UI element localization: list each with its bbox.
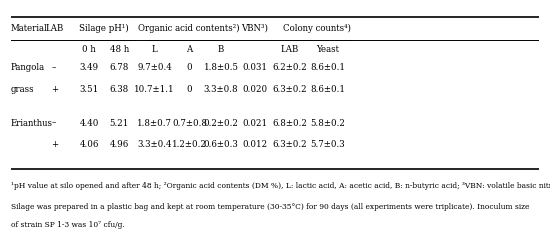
Text: Material: Material <box>11 24 48 33</box>
Text: 0.012: 0.012 <box>243 140 267 149</box>
Text: +: + <box>51 85 58 94</box>
Text: 9.7±0.4: 9.7±0.4 <box>138 63 172 72</box>
Text: 3.3±0.8: 3.3±0.8 <box>204 85 239 94</box>
Text: VBN³): VBN³) <box>241 24 268 33</box>
Text: 6.3±0.2: 6.3±0.2 <box>272 85 307 94</box>
Text: 3.3±0.4: 3.3±0.4 <box>138 140 172 149</box>
Text: Silage pH¹): Silage pH¹) <box>79 24 129 33</box>
Text: 8.6±0.1: 8.6±0.1 <box>310 63 345 72</box>
Text: 0: 0 <box>186 63 192 72</box>
Text: 5.21: 5.21 <box>109 119 129 128</box>
Text: Silage was prepared in a plastic bag and kept at room temperature (30-35°C) for : Silage was prepared in a plastic bag and… <box>11 203 529 211</box>
Text: –: – <box>52 119 57 128</box>
Text: 6.2±0.2: 6.2±0.2 <box>272 63 307 72</box>
Text: 5.8±0.2: 5.8±0.2 <box>310 119 345 128</box>
Text: ¹pH value at silo opened and after 48 h; ²Organic acid contents (DM %), L: lacti: ¹pH value at silo opened and after 48 h;… <box>11 182 550 190</box>
Text: –: – <box>52 63 57 72</box>
Text: Colony counts⁴): Colony counts⁴) <box>283 24 351 33</box>
Text: L: L <box>152 45 157 54</box>
Text: 4.40: 4.40 <box>79 119 99 128</box>
Text: 6.8±0.2: 6.8±0.2 <box>272 119 307 128</box>
Text: 1.2±0.2: 1.2±0.2 <box>172 140 207 149</box>
Text: 5.7±0.3: 5.7±0.3 <box>311 140 345 149</box>
Text: 0 h: 0 h <box>82 45 96 54</box>
Text: A: A <box>186 45 192 54</box>
Text: 8.6±0.1: 8.6±0.1 <box>310 85 345 94</box>
Text: 6.38: 6.38 <box>109 85 129 94</box>
Text: grass: grass <box>11 85 35 94</box>
Text: 3.51: 3.51 <box>80 85 99 94</box>
Text: Pangola: Pangola <box>11 63 45 72</box>
Text: B: B <box>218 45 224 54</box>
Text: +: + <box>51 140 58 149</box>
Text: 6.78: 6.78 <box>109 63 129 72</box>
Text: Organic acid contents²): Organic acid contents²) <box>138 24 239 33</box>
Text: 4.06: 4.06 <box>79 140 99 149</box>
Text: Erianthus: Erianthus <box>11 119 53 128</box>
Text: LAB: LAB <box>45 24 63 33</box>
Text: 1.8±0.7: 1.8±0.7 <box>137 119 172 128</box>
Text: LAB: LAB <box>280 45 299 54</box>
Text: 0: 0 <box>186 85 192 94</box>
Text: Yeast: Yeast <box>316 45 339 54</box>
Text: of strain SP 1-3 was 10⁷ cfu/g.: of strain SP 1-3 was 10⁷ cfu/g. <box>11 221 125 229</box>
Text: 10.7±1.1: 10.7±1.1 <box>134 85 175 94</box>
Text: 4.96: 4.96 <box>109 140 129 149</box>
Text: 1.8±0.5: 1.8±0.5 <box>204 63 239 72</box>
Text: 0.021: 0.021 <box>243 119 267 128</box>
Text: 0.031: 0.031 <box>243 63 267 72</box>
Text: 48 h: 48 h <box>109 45 129 54</box>
Text: 0.7±0.8: 0.7±0.8 <box>172 119 207 128</box>
Text: 3.49: 3.49 <box>80 63 98 72</box>
Text: 0.6±0.3: 0.6±0.3 <box>204 140 239 149</box>
Text: 0.2±0.2: 0.2±0.2 <box>204 119 239 128</box>
Text: 6.3±0.2: 6.3±0.2 <box>272 140 307 149</box>
Text: 0.020: 0.020 <box>243 85 267 94</box>
